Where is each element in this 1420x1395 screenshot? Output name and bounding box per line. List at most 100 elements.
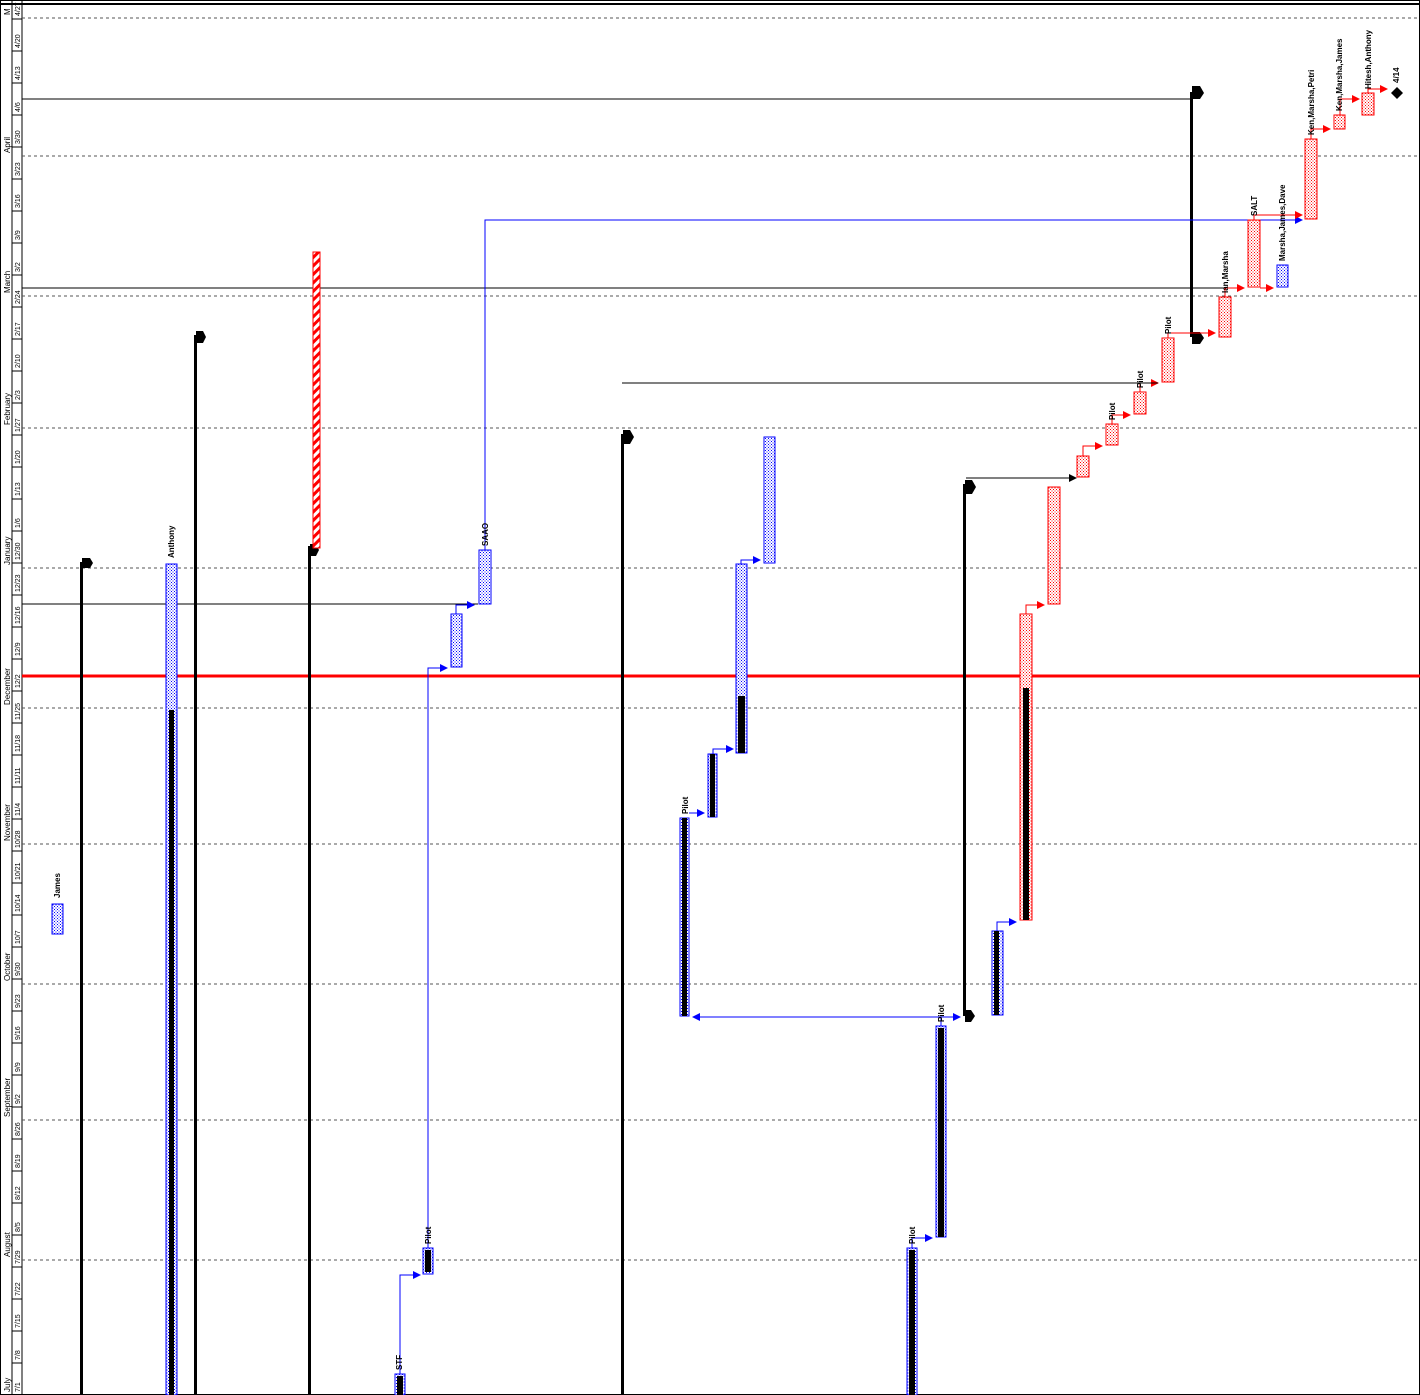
- week-label: 8/19: [15, 1154, 22, 1168]
- critical-task-bar[interactable]: [1218, 296, 1232, 338]
- week-label: 3/2: [15, 262, 22, 272]
- milestone-marker-icon: [196, 331, 206, 343]
- week-label: 3/23: [15, 162, 22, 176]
- week-label: 11/25: [15, 703, 22, 720]
- critical-task-bar[interactable]: [1304, 138, 1318, 220]
- week-label: 4/13: [15, 66, 22, 80]
- week-label: 7/29: [15, 1250, 22, 1264]
- week-label: 12/16: [15, 606, 22, 624]
- critical-task-bar[interactable]: [1047, 486, 1061, 605]
- task-label-salt: SALT: [1250, 196, 1259, 216]
- critical-task-bar[interactable]: [1333, 114, 1346, 130]
- milestone-marker-icon: [965, 480, 976, 494]
- task-label-saao: SAAO: [481, 523, 490, 546]
- progress-bar: [169, 710, 174, 1395]
- task-label-pilot: Pilot: [1136, 370, 1145, 388]
- week-label: 4/20: [15, 34, 22, 48]
- week-label: 12/30: [15, 542, 22, 560]
- milestone-date-label: 4/14: [1392, 67, 1401, 83]
- month-label: January: [3, 537, 12, 565]
- task-label-resources: Hitesh,Anthony: [1364, 29, 1373, 89]
- critical-task-bar-pilot[interactable]: [1105, 423, 1119, 446]
- month-label: November: [3, 804, 12, 841]
- timescale: [11, 0, 23, 1395]
- week-label: 10/28: [15, 830, 22, 848]
- week-label: 9/16: [15, 1026, 22, 1040]
- week-labels: 7/1 7/8 7/15 7/22 7/29 8/5 8/12 8/19 8/26 9/2 9/9 9…: [12, 2, 22, 1395]
- task-bar[interactable]: [763, 436, 776, 564]
- task-label-pilot: Pilot: [1164, 316, 1173, 334]
- milestone-marker-icon: [965, 1010, 975, 1022]
- week-label: 11/4: [15, 803, 22, 816]
- critical-task-bar[interactable]: [1361, 92, 1375, 116]
- week-label: 2/17: [15, 322, 22, 336]
- task-bar[interactable]: [1276, 264, 1289, 288]
- month-label: August: [3, 1231, 12, 1257]
- critical-summary-bar[interactable]: [312, 251, 321, 549]
- summary-bars: [80, 86, 1204, 1395]
- month-label: September: [3, 1078, 12, 1117]
- week-label: 7/22: [15, 1282, 22, 1296]
- week-label: 10/21: [15, 862, 22, 880]
- week-label: 1/20: [15, 450, 22, 464]
- task-label-anthony: Anthony: [167, 525, 176, 558]
- month-label: March: [3, 271, 12, 293]
- week-label: 2/24: [15, 290, 22, 304]
- week-label: 1/13: [15, 482, 22, 496]
- task-bar[interactable]: [450, 613, 463, 668]
- task-label-resources: Ian,Marsha: [1221, 251, 1230, 293]
- week-label: 9/30: [15, 962, 22, 976]
- week-label: 7/8: [15, 1350, 22, 1360]
- week-label: 1/27: [15, 418, 22, 432]
- milestone-diamond-icon: [1391, 87, 1403, 99]
- milestone-marker-icon: [82, 558, 93, 568]
- black-link-lines: [22, 98, 1244, 605]
- month-label: December: [3, 668, 12, 705]
- week-label: 10/7: [15, 930, 22, 944]
- task-label-pilot: Pilot: [1108, 402, 1117, 420]
- task-bar-saao[interactable]: [478, 549, 492, 605]
- month-label: M: [3, 8, 12, 15]
- week-label: 8/12: [15, 1186, 22, 1200]
- month-label: July: [3, 1378, 12, 1392]
- month-label: February: [3, 393, 12, 425]
- month-labels: July August September October November Decemb…: [3, 8, 12, 1392]
- week-label: 2/10: [15, 354, 22, 368]
- critical-task-bar-salt[interactable]: [1247, 219, 1261, 288]
- month-label: April: [3, 137, 12, 153]
- week-label: 10/14: [15, 894, 22, 912]
- week-label: 7/1: [15, 1382, 22, 1392]
- week-label: 3/30: [15, 130, 22, 144]
- milestone-marker-icon: [1192, 332, 1204, 344]
- week-label: 2/3: [15, 390, 22, 400]
- week-label: 4/27: [15, 2, 22, 16]
- task-label-pilot: Pilot: [937, 1004, 946, 1022]
- milestone-marker-icon: [1192, 86, 1204, 99]
- critical-task-bar-pilot[interactable]: [1133, 391, 1147, 415]
- task-label-resources: Ken,Marsha,Petri: [1307, 70, 1316, 135]
- critical-task-bar-pilot[interactable]: [1161, 337, 1175, 383]
- legend-label: James: [53, 873, 62, 898]
- week-label: 8/26: [15, 1122, 22, 1136]
- month-gridlines: [22, 17, 1420, 1261]
- week-label: 12/9: [15, 642, 22, 656]
- week-label: 9/2: [15, 1094, 22, 1104]
- week-label: 4/6: [15, 102, 22, 112]
- task-label-resources: Marsha,James,Dave: [1278, 184, 1287, 261]
- week-label: 12/23: [15, 574, 22, 592]
- milestone-marker-icon: [623, 430, 634, 444]
- week-label: 9/23: [15, 994, 22, 1008]
- month-label: October: [3, 952, 12, 981]
- week-label: 1/6: [15, 518, 22, 528]
- critical-task-bar[interactable]: [1076, 455, 1090, 478]
- task-label-pilot: Pilot: [908, 1226, 917, 1244]
- week-label: 11/11: [15, 767, 22, 784]
- task-label-stf: STF: [395, 1355, 404, 1370]
- week-label: 12/2: [15, 674, 22, 688]
- week-label: 7/15: [15, 1314, 22, 1328]
- week-label: 3/16: [15, 194, 22, 208]
- week-label: 8/5: [15, 1222, 22, 1232]
- legend-swatch: [51, 903, 64, 935]
